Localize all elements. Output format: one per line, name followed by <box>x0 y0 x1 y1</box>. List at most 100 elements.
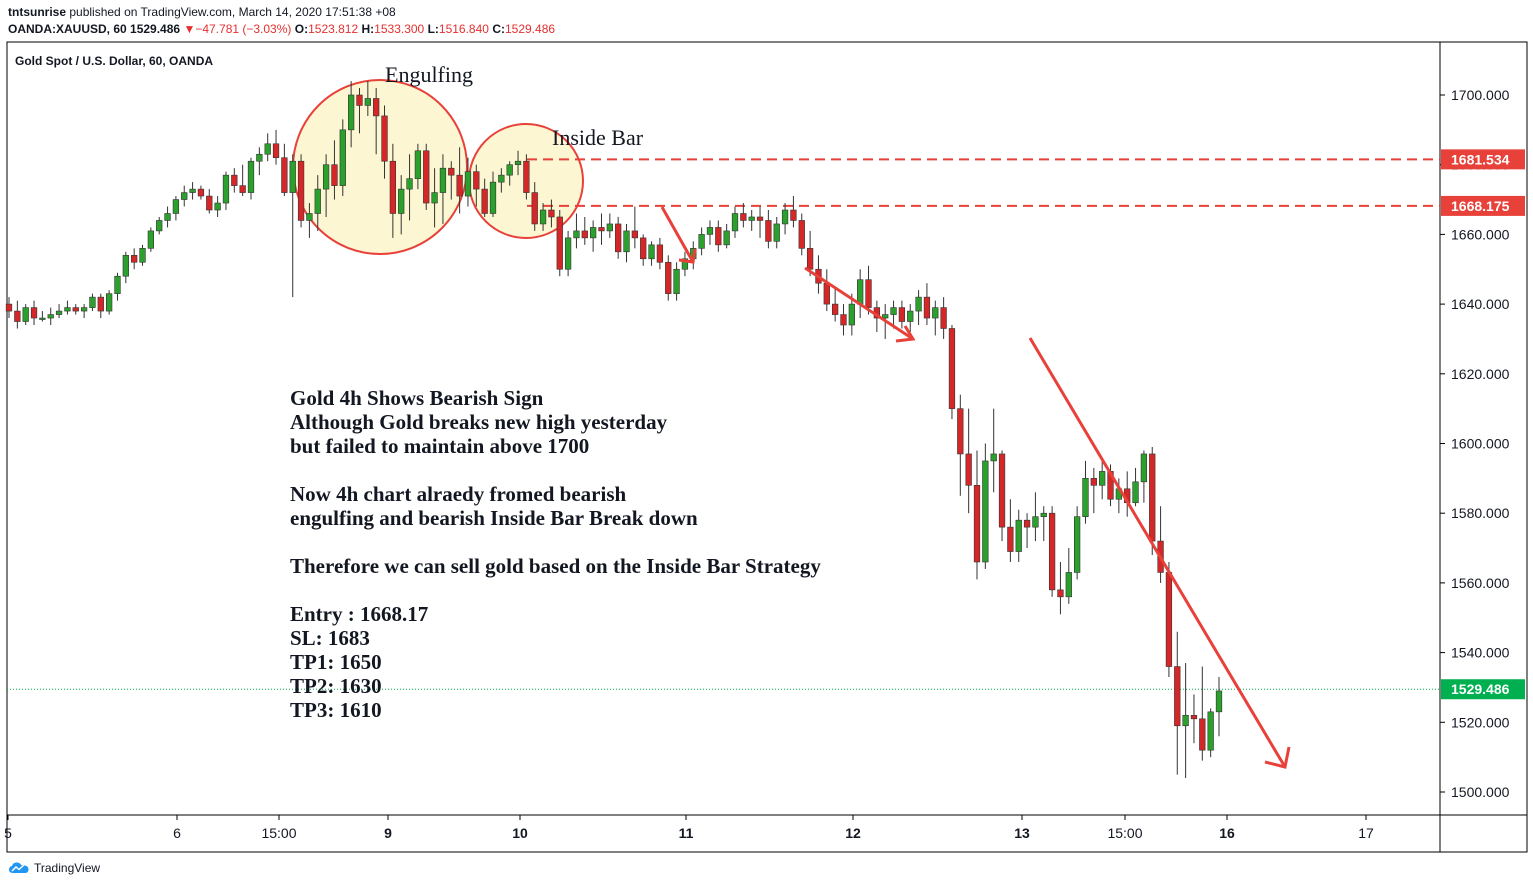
analysis-note-line <box>290 578 295 602</box>
publisher-name[interactable]: tntsunrise <box>8 5 67 19</box>
y-tick-label: 1660.000 <box>1451 226 1510 242</box>
candle-body-up <box>982 460 989 563</box>
time-axis[interactable]: 5 6 15:00 9 10 11 12 13 15:00 16 17 <box>4 815 1374 841</box>
candle <box>948 325 956 420</box>
candle <box>222 171 230 211</box>
x-tick-label: 11 <box>679 825 694 841</box>
y-tick-label: 1620.000 <box>1451 366 1510 382</box>
candle-body-up <box>289 160 296 193</box>
candle <box>47 307 54 326</box>
candle-body-down <box>765 220 772 242</box>
candle-body-down <box>281 157 288 193</box>
candle-body-up <box>573 230 580 239</box>
analysis-note-line: SL: 1683 <box>290 626 370 650</box>
candle <box>147 227 154 252</box>
candle <box>1132 467 1139 507</box>
candle <box>55 304 63 319</box>
candle <box>72 304 79 315</box>
high-label: H: <box>361 22 375 36</box>
candle-body-up <box>322 164 330 190</box>
price-tag-label: 1681.534 <box>1451 151 1510 167</box>
candle <box>539 203 547 231</box>
candle-body-down <box>631 230 638 239</box>
candle-body-up <box>247 160 255 193</box>
analysis-note-line: Although Gold breaks new high yesterday <box>290 410 668 434</box>
candle <box>606 213 613 238</box>
candle <box>865 265 872 315</box>
candle-body-up <box>1215 690 1223 713</box>
candle <box>523 154 530 200</box>
x-tick-label: 6 <box>173 825 181 841</box>
candle-body-down <box>239 185 246 193</box>
candle-body-up <box>314 188 321 214</box>
candle-body-down <box>998 453 1006 528</box>
candle <box>464 157 472 207</box>
candle <box>414 143 422 190</box>
tradingview-branding[interactable]: TradingView <box>8 861 100 875</box>
candle-body-up <box>22 307 29 322</box>
candle-body-down <box>1048 512 1056 591</box>
chart-frame <box>6 41 1528 853</box>
candle <box>506 161 513 186</box>
candle <box>848 293 855 336</box>
candle-body-down <box>481 188 488 214</box>
candle <box>548 199 555 228</box>
candle <box>1190 694 1198 744</box>
analysis-note-line: Therefore we can sell gold based on the … <box>290 554 821 578</box>
x-tick-label: 5 <box>4 825 12 841</box>
candle-body-up <box>122 255 129 277</box>
candle-body-down <box>740 213 747 221</box>
candle-body-down <box>1090 478 1097 486</box>
candle <box>715 220 722 252</box>
candle-body-down <box>523 160 530 193</box>
candle <box>1124 471 1131 517</box>
candle-body-down <box>581 230 588 239</box>
candle <box>915 290 922 326</box>
candle-body-up <box>590 227 597 239</box>
candle-body-down <box>373 98 380 117</box>
inside-bar-label: Inside Bar <box>552 125 644 150</box>
candle-body-up <box>214 202 221 211</box>
x-tick-label: 12 <box>845 825 861 841</box>
candle <box>1082 460 1089 524</box>
candle-body-down <box>806 248 814 270</box>
candle <box>30 300 38 326</box>
candle-body-down <box>231 174 238 186</box>
candle <box>857 269 864 319</box>
candle-body-down <box>473 171 480 190</box>
candle <box>1157 506 1164 583</box>
high-value: 1533.300 <box>374 22 425 36</box>
candle <box>389 143 396 238</box>
candle-body-up <box>464 171 472 197</box>
candle-body-up <box>706 227 714 235</box>
candle <box>965 408 972 514</box>
price-axis[interactable]: 1500.000 1520.000 1540.000 1560.000 1580.000… <box>1440 87 1510 800</box>
analysis-note-line: but failed to maintain above 1700 <box>290 434 589 458</box>
candle <box>648 241 655 266</box>
candle-body-down <box>865 279 872 308</box>
candle-body-down <box>331 164 338 186</box>
candle-body-down <box>1149 453 1156 542</box>
candle <box>932 300 939 336</box>
candle <box>531 182 538 231</box>
candle <box>272 129 280 165</box>
candle <box>982 443 989 569</box>
candle <box>64 300 71 315</box>
candle-body-up <box>139 248 146 263</box>
candle-body-up <box>181 192 188 200</box>
candle <box>473 164 480 207</box>
candle <box>297 154 305 228</box>
candle-body-down <box>548 209 555 218</box>
candle-body-up <box>406 178 413 190</box>
candle <box>740 203 747 228</box>
candle <box>214 196 221 217</box>
candle <box>823 269 830 312</box>
candle <box>181 185 188 207</box>
candle-body-down <box>72 307 79 312</box>
symbol-label: OANDA:XAUUSD, 60 <box>8 22 127 36</box>
candle-body-up <box>256 153 263 162</box>
candle <box>1090 467 1097 514</box>
analysis-note-text: Gold 4h Shows Bearish Sign Although Gold … <box>290 386 821 722</box>
candle <box>306 203 313 238</box>
